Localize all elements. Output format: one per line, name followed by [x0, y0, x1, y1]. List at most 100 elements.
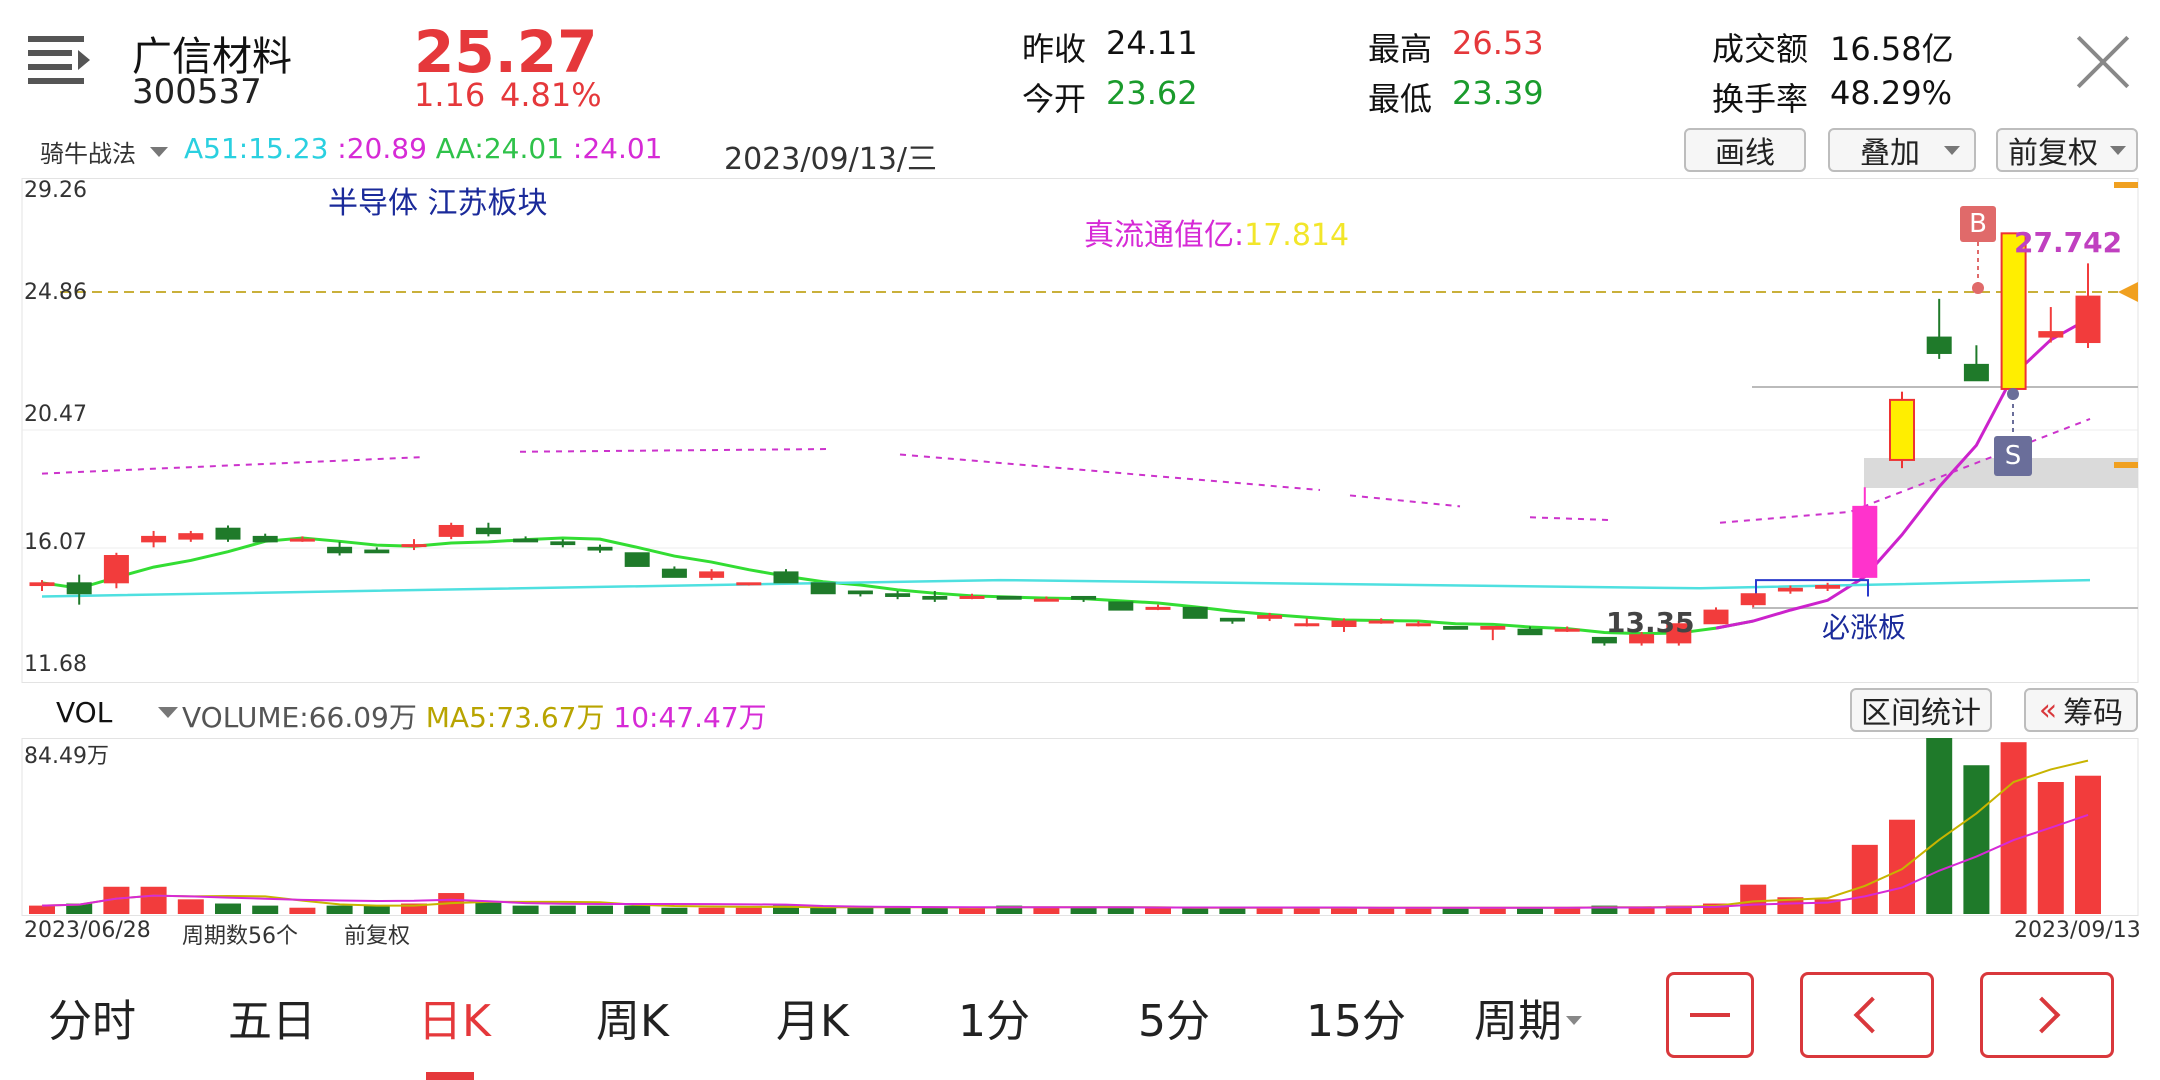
candle: [1368, 618, 1394, 624]
candle: [66, 574, 92, 605]
tab-1min[interactable]: 1分: [958, 996, 1030, 1047]
volume-bar: [1517, 907, 1543, 914]
volume-bar: [401, 903, 427, 914]
candle: [1331, 618, 1357, 632]
aa-value: 24.01: [483, 132, 564, 165]
candle: [1777, 585, 1803, 594]
candle: [1033, 596, 1059, 602]
prev-close-value: 24.11: [1106, 24, 1198, 62]
y-tick-1: 29.26: [24, 178, 87, 203]
candle: [1554, 626, 1580, 632]
volume-indicator-select[interactable]: VOL: [56, 696, 179, 729]
range-stats-button[interactable]: 区间统计: [1850, 688, 1992, 732]
candle: [1591, 636, 1617, 646]
high-value: 26.53: [1452, 24, 1544, 62]
ma10-label: 10:: [613, 701, 659, 734]
stock-name: 广信材料: [132, 34, 292, 80]
a51-value: 15.23: [248, 132, 329, 165]
a51-label: A51:: [184, 132, 249, 165]
open-value: 23.62: [1106, 74, 1198, 112]
candle: [438, 522, 464, 540]
candle: [847, 590, 873, 597]
volume-bar: [475, 901, 502, 914]
candle: [1666, 621, 1692, 646]
volume-chart[interactable]: 84.49万: [0, 738, 2160, 916]
price-change-pct: 4.81%: [500, 76, 602, 114]
candle: [810, 582, 836, 595]
volume-bar: [252, 905, 279, 914]
volume-bar: [1331, 907, 1357, 914]
chevron-right-icon: [2023, 996, 2061, 1034]
adjust-mode: 前复权: [344, 924, 411, 949]
tab-5min[interactable]: 5分: [1138, 996, 1210, 1047]
candle: [327, 541, 353, 556]
volume-bar: [1182, 907, 1209, 914]
volume-bar: [1628, 907, 1655, 914]
minus-button[interactable]: [1666, 972, 1754, 1058]
tab-five-day[interactable]: 五日: [228, 996, 316, 1047]
float-cap: 真流通值亿:17.814: [1084, 210, 1349, 254]
volume-ma-line: [41, 759, 2089, 909]
candle: [1889, 391, 1915, 469]
chevron-down-icon: [2110, 146, 2126, 155]
period-count: 周期数56个: [182, 924, 298, 949]
strategy-label: 骑牛战法: [40, 140, 136, 168]
candle: [1629, 631, 1655, 646]
main-chart[interactable]: 29.26 24.86 20.47 16.07 11.68 半导体 江苏板块 真…: [0, 178, 2160, 683]
volume-bar: [1777, 897, 1804, 914]
tab-weekly-k[interactable]: 周K: [596, 996, 669, 1047]
candle: [1443, 625, 1469, 630]
candle: [550, 539, 576, 548]
close-icon[interactable]: [2074, 34, 2132, 92]
candle: [141, 530, 167, 548]
adjust-button[interactable]: 前复权: [1996, 128, 2138, 172]
candle: [624, 552, 650, 567]
tab-15min[interactable]: 15分: [1306, 996, 1406, 1047]
chevron-down-icon: [1944, 146, 1960, 155]
open-label: 今开: [1022, 80, 1087, 118]
volume-bar: [624, 905, 651, 914]
volume-bar: [1070, 907, 1097, 914]
volume-values: VOLUME:66.09万 MA5:73.67万 10:47.47万: [182, 696, 767, 736]
strategy-select[interactable]: 骑牛战法: [40, 134, 168, 169]
candle: [1963, 345, 1989, 382]
ma-line: [41, 536, 1754, 636]
candle: [1517, 626, 1543, 636]
float-cap-value: 17.814: [1244, 218, 1350, 253]
candle: [1219, 617, 1245, 624]
buy-marker[interactable]: B: [1960, 206, 1996, 242]
tab-daily-k[interactable]: 日K: [418, 996, 491, 1047]
candle: [475, 522, 501, 537]
overlay-button[interactable]: 叠加: [1828, 128, 1976, 172]
long-ma-line: [41, 578, 2091, 598]
next-button[interactable]: [1980, 972, 2114, 1058]
draw-line-button[interactable]: 画线: [1684, 128, 1806, 172]
prev-button[interactable]: [1800, 972, 1934, 1058]
volume-bar: [66, 903, 93, 914]
candle: [922, 591, 948, 602]
tab-intraday[interactable]: 分时: [48, 996, 136, 1047]
volume-bar: [215, 903, 241, 914]
volume-value: 66.09万: [308, 701, 417, 734]
low-value: 23.39: [1452, 74, 1544, 112]
tab-period-label: 周期: [1474, 996, 1562, 1047]
chevron-left-icon: [1853, 996, 1891, 1034]
aa-value-b: :24.01: [572, 132, 663, 165]
menu-icon[interactable]: [28, 32, 92, 86]
chips-button[interactable]: «筹码: [2024, 688, 2138, 732]
price-change: 1.16: [414, 76, 486, 114]
sell-marker[interactable]: S: [1994, 436, 2032, 476]
ma5-label: MA5:: [425, 701, 497, 734]
volume-bar: [1926, 738, 1953, 914]
candle: [1703, 607, 1729, 625]
volume-bar: [661, 907, 688, 914]
volume-bar: [1740, 884, 1767, 914]
volume-bar: [326, 905, 353, 914]
candle: [959, 593, 985, 600]
low-label: 最低: [1368, 80, 1433, 118]
tab-period[interactable]: 周期: [1474, 985, 1582, 1049]
tab-monthly-k[interactable]: 月K: [776, 996, 849, 1047]
volume-bar: [177, 899, 204, 914]
candle: [773, 569, 799, 584]
candle: [2075, 263, 2101, 348]
